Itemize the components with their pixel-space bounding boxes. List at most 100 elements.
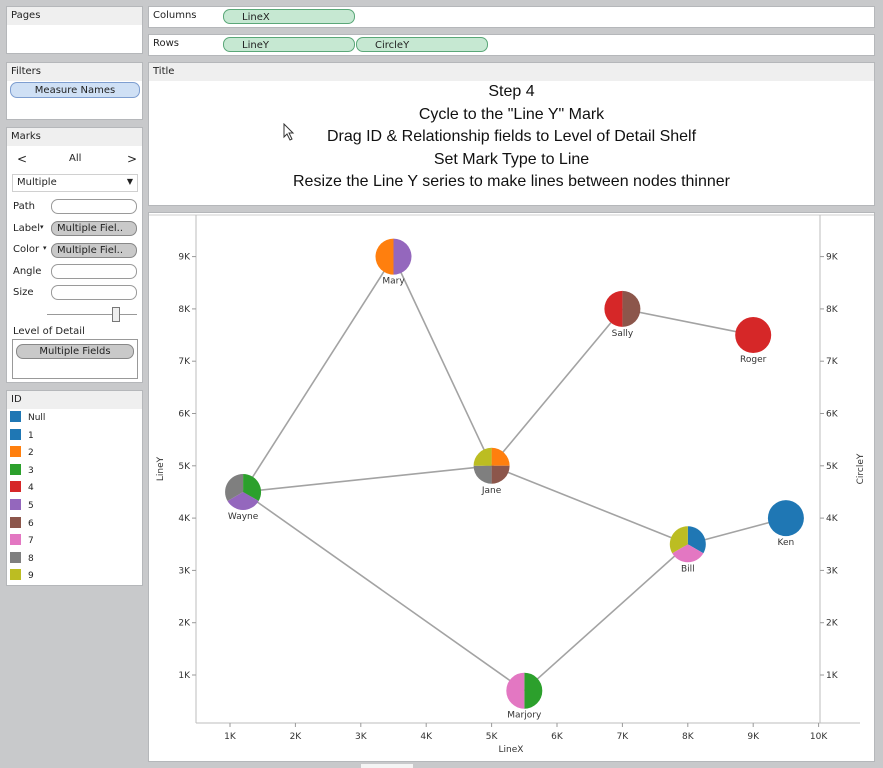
x-tick-label: 10K xyxy=(810,732,828,742)
x-axis-title: LineX xyxy=(499,745,524,755)
label-shelf[interactable]: Multiple Fiel.. xyxy=(51,221,137,236)
legend-item[interactable]: 2 xyxy=(10,445,34,461)
edge-line xyxy=(622,308,754,336)
size-shelf[interactable] xyxy=(51,285,137,300)
legend-label: 8 xyxy=(28,553,34,564)
marks-prev-button[interactable]: < xyxy=(17,152,28,166)
rows-pill-circley[interactable]: CircleY xyxy=(356,37,488,52)
chart-area: 1K 1K 2K 2K 3K 3K 4K 4K 5K 5K 6K 6K 7K 7K 8K 8K 9K 9K 1K 2K… xyxy=(148,212,875,762)
legend-item[interactable]: 9 xyxy=(10,568,34,584)
pages-header: Pages xyxy=(7,7,142,25)
label-dropdown-icon[interactable]: ▾ xyxy=(40,223,44,231)
legend-swatch xyxy=(10,481,21,493)
node-slice xyxy=(473,465,492,484)
node-slice xyxy=(672,544,704,563)
legend-label: Null xyxy=(28,413,46,423)
legend-item[interactable]: 5 xyxy=(10,498,34,514)
node-slice xyxy=(622,290,641,327)
mark-type-value: Multiple xyxy=(17,177,57,188)
node-slice xyxy=(604,290,623,327)
columns-label: Columns xyxy=(153,10,197,21)
legend-swatch xyxy=(10,446,21,458)
mark-type-dropdown[interactable]: Multiple ▼ xyxy=(12,174,138,192)
legend-label: 6 xyxy=(28,518,34,529)
node-label: Sally xyxy=(612,329,634,339)
legend-swatch xyxy=(10,569,21,581)
rows-shelf[interactable]: Rows LineY CircleY xyxy=(148,34,875,56)
x-tick-label: 6K xyxy=(551,732,564,742)
node-label: Bill xyxy=(681,564,695,574)
path-shelf[interactable] xyxy=(51,199,137,214)
node-slice xyxy=(735,317,772,354)
rows-pill-liney[interactable]: LineY xyxy=(223,37,355,52)
legend-label: 9 xyxy=(28,571,34,582)
x-tick-label: 3K xyxy=(355,732,368,742)
network-chart: 1K 1K 2K 2K 3K 3K 4K 4K 5K 5K 6K 6K 7K 7K 8K 8K 9K 9K 1K 2K… xyxy=(149,214,874,755)
node-slice xyxy=(687,526,706,554)
node-slice xyxy=(767,500,804,537)
color-label[interactable]: Color xyxy=(13,244,40,255)
title-line-1: Step 4 xyxy=(488,83,535,100)
columns-pill-linex[interactable]: LineX xyxy=(223,9,355,24)
label-label[interactable]: Label xyxy=(13,223,40,234)
title-line-3: Drag ID & Relationship fields to Level o… xyxy=(326,128,697,145)
legend-label: 2 xyxy=(28,448,34,459)
rows-label: Rows xyxy=(153,38,180,49)
lod-shelf[interactable]: Multiple Fields xyxy=(12,339,138,379)
node-slice xyxy=(243,473,262,501)
filters-card: Filters Measure Names xyxy=(6,62,143,120)
legend-swatch xyxy=(10,463,21,475)
legend-label: 3 xyxy=(28,465,34,476)
node-slice xyxy=(375,238,394,275)
title-line-5: Resize the Line Y series to make lines b… xyxy=(292,173,730,190)
angle-label: Angle xyxy=(13,266,42,277)
node-slice xyxy=(524,672,543,709)
lod-label: Level of Detail xyxy=(13,326,85,337)
node-slice xyxy=(491,465,510,484)
y-axis-title: LineY xyxy=(156,456,166,481)
horizontal-scrollbar-thumb[interactable] xyxy=(361,764,413,768)
legend-item[interactable]: 3 xyxy=(10,463,34,479)
id-legend: ID Null 1 2 3 4 5 6 7 8 9 xyxy=(6,390,143,586)
marks-current-label: All xyxy=(69,153,82,164)
filter-pill-measure-names[interactable]: Measure Names xyxy=(10,82,140,98)
legend-swatch xyxy=(10,411,21,422)
y-tick-label: 2K xyxy=(178,619,191,629)
legend-item[interactable]: 6 xyxy=(10,516,34,532)
title-header: Title xyxy=(149,63,874,81)
y2-tick-label: 6K xyxy=(826,410,839,420)
node-label: Wayne xyxy=(228,512,259,522)
legend-label: 7 xyxy=(28,536,34,547)
x-tick-label: 1K xyxy=(224,732,237,742)
y2-tick-label: 8K xyxy=(826,305,839,315)
legend-item[interactable]: Null xyxy=(10,410,45,426)
legend-item[interactable]: 8 xyxy=(10,551,34,567)
y2-tick-label: 3K xyxy=(826,566,839,576)
color-dropdown-icon[interactable]: ▾ xyxy=(43,244,47,252)
size-slider-handle[interactable] xyxy=(112,307,120,322)
size-label: Size xyxy=(13,287,34,298)
y-tick-label: 7K xyxy=(178,357,191,367)
legend-item[interactable]: 4 xyxy=(10,480,34,496)
size-slider-track[interactable] xyxy=(47,314,137,315)
filters-header: Filters xyxy=(7,63,142,81)
edge-line xyxy=(242,256,395,493)
node-slice xyxy=(669,526,688,554)
y2-tick-label: 7K xyxy=(826,357,839,367)
legend-item[interactable]: 1 xyxy=(10,428,34,444)
legend-swatch xyxy=(10,551,21,563)
marks-next-button[interactable]: > xyxy=(127,152,138,166)
legend-item[interactable]: 7 xyxy=(10,533,34,549)
x-tick-label: 2K xyxy=(290,732,303,742)
color-shelf[interactable]: Multiple Fiel.. xyxy=(51,243,137,258)
y2-tick-label: 1K xyxy=(826,671,839,681)
x-tick-label: 8K xyxy=(682,732,695,742)
marks-card: Marks < All > Multiple ▼ Path Label ▾ Mu… xyxy=(6,127,143,383)
x-tick-label: 4K xyxy=(420,732,433,742)
x-tick-label: 7K xyxy=(617,732,630,742)
columns-shelf[interactable]: Columns LineX xyxy=(148,6,875,28)
y2-tick-label: 9K xyxy=(826,253,839,263)
lod-pill[interactable]: Multiple Fields xyxy=(16,344,134,359)
legend-label: 1 xyxy=(28,430,34,441)
angle-shelf[interactable] xyxy=(51,264,137,279)
